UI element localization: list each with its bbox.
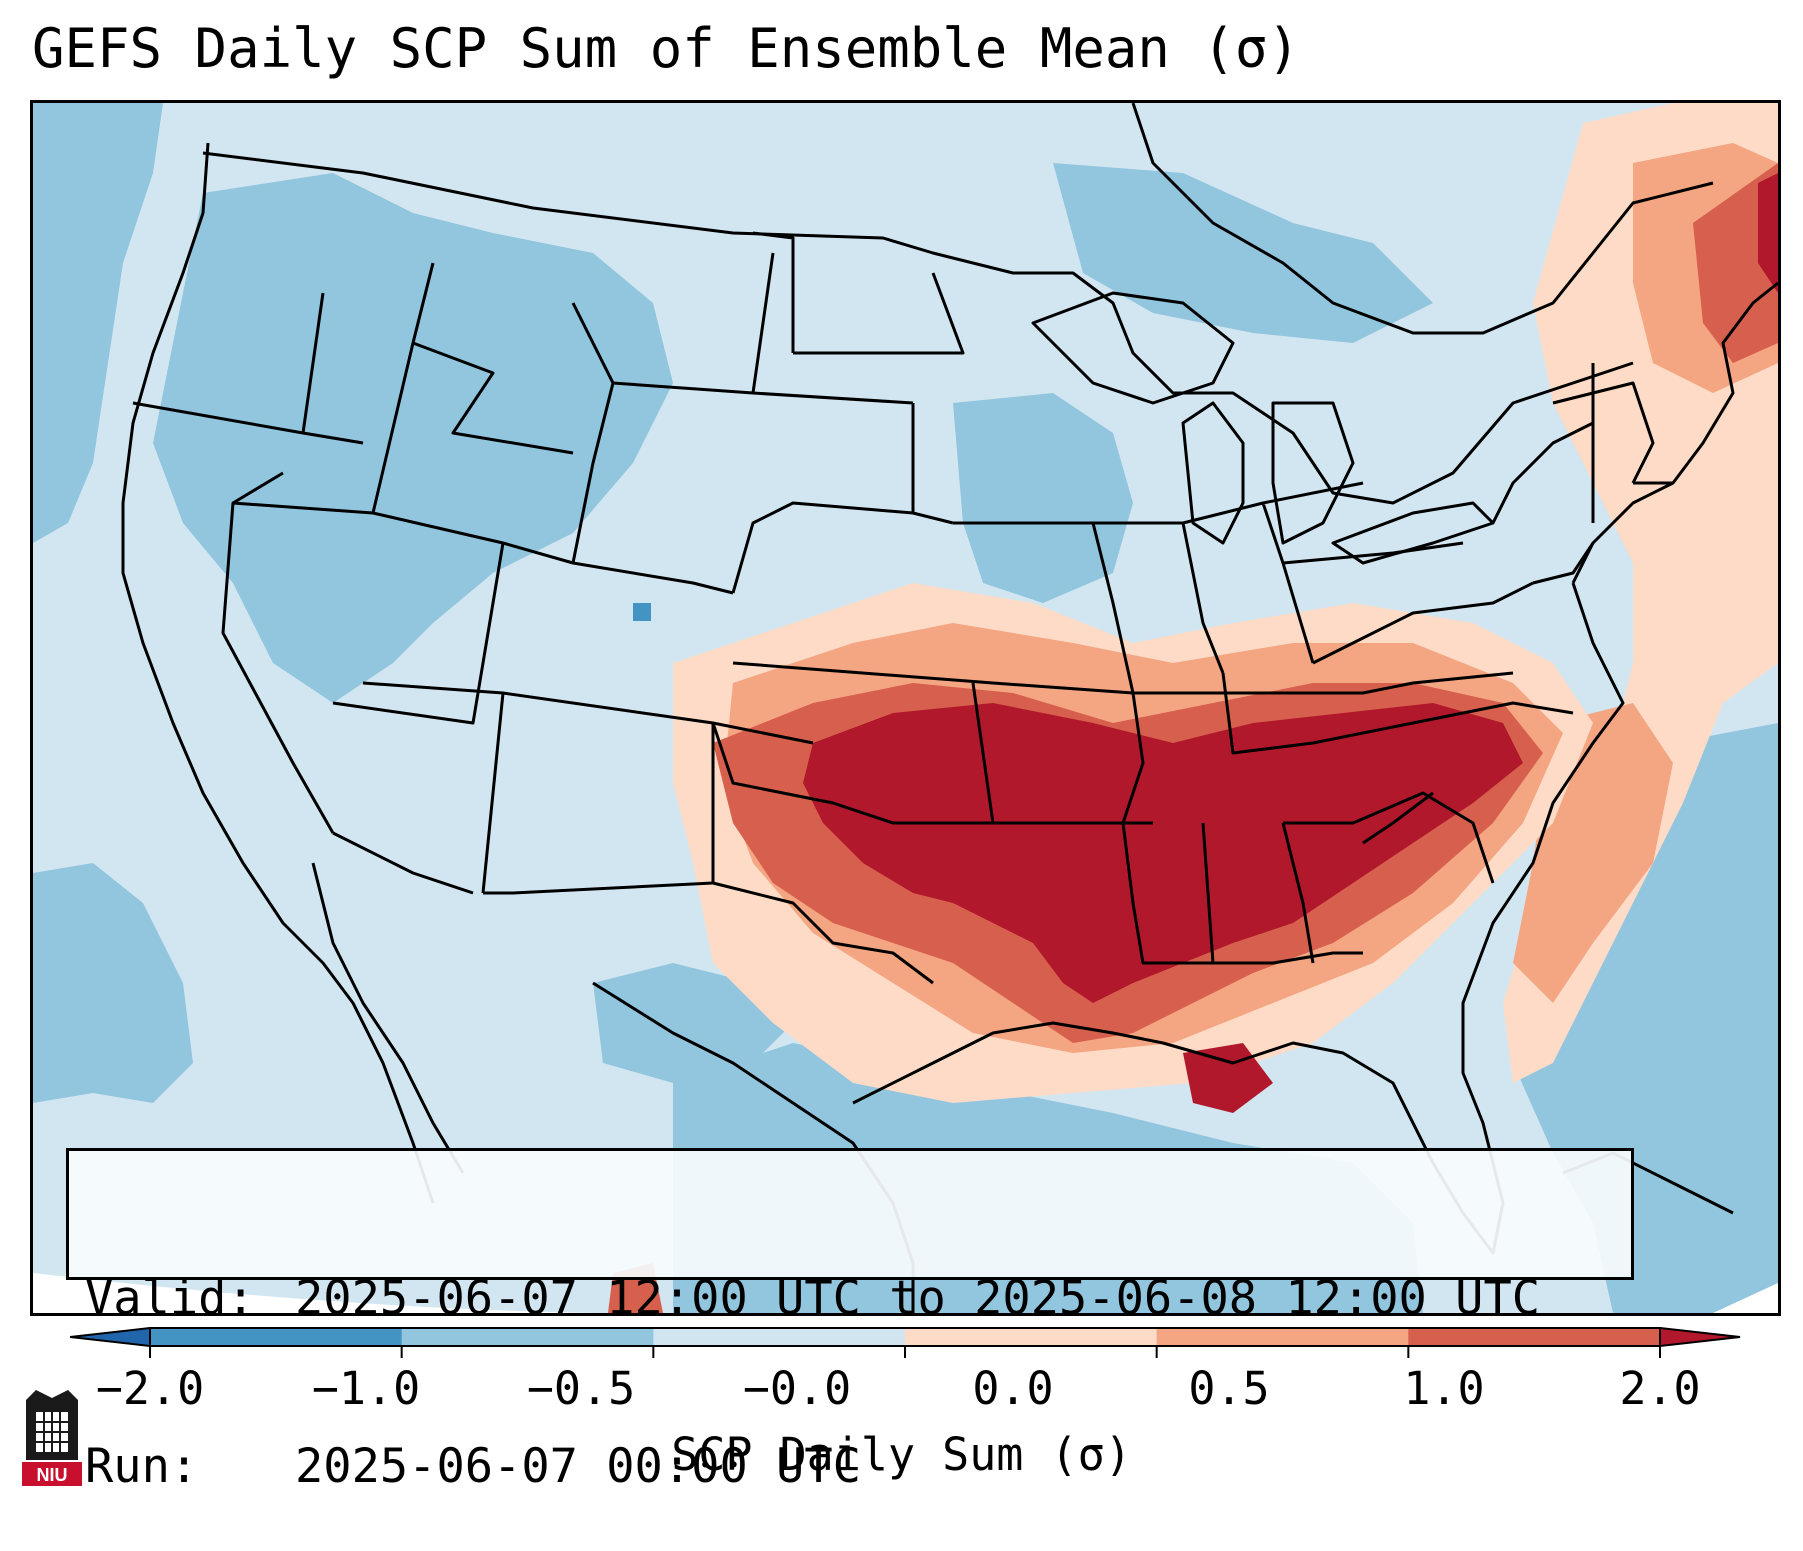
- valid-line: Valid: 2025-06-07 12:00 UTC to 2025-06-08…: [85, 1271, 1615, 1327]
- colorbar-extend-high: [1660, 1328, 1740, 1346]
- colorbar-segments: [150, 1328, 1661, 1346]
- colorbar-segment: [1408, 1328, 1661, 1346]
- colorbar-tick: −0.0: [742, 1362, 852, 1415]
- colorbar-tick: 1.0: [1403, 1362, 1485, 1415]
- chart-title: GEFS Daily SCP Sum of Ensemble Mean (σ): [32, 17, 1300, 80]
- quebec-peak: [1758, 173, 1778, 293]
- state-lines-northeast: [1491, 363, 1673, 585]
- colorbar-segment: [401, 1328, 654, 1346]
- colorbar-tick: 0.0: [972, 1362, 1054, 1415]
- us-west-coast: [121, 142, 435, 1204]
- state-lines-plains: [612, 231, 1153, 985]
- logo-text: NIU: [37, 1465, 68, 1485]
- projection-edge-right: [1713, 1283, 1778, 1313]
- colorbar-tick: 0.5: [1188, 1362, 1270, 1415]
- colorbar-arrow-left: [70, 1327, 151, 1347]
- louisiana-core: [1183, 1043, 1273, 1113]
- state-lines-south: [1121, 671, 1514, 965]
- projection-edge: [33, 1273, 593, 1313]
- great-lakes-mid: [1181, 401, 1245, 545]
- state-lines-midwest: [953, 481, 1574, 755]
- logo-grid-icon: [36, 1412, 68, 1452]
- valid-label: Valid:: [85, 1271, 255, 1326]
- colorbar-tick: 2.0: [1619, 1362, 1701, 1415]
- quebec-high: [1693, 163, 1778, 363]
- colorbar-arrow-right: [1659, 1327, 1741, 1347]
- state-lines-west: [132, 262, 814, 895]
- upper-midwest-low-anomaly: [953, 393, 1133, 603]
- very-high-core: [803, 703, 1523, 1003]
- east-coast: [1571, 281, 1778, 584]
- map-svg: [33, 103, 1778, 1313]
- run-line: Run: 2025-06-07 00:00 UTC: [85, 1439, 1615, 1495]
- colorbar-tickmarks: [149, 1346, 1661, 1358]
- colorbar-segment: [1156, 1328, 1409, 1346]
- run-value: 2025-06-07 00:00 UTC: [295, 1439, 861, 1494]
- colorbar: [70, 1327, 1741, 1358]
- northwest-low-anomaly: [153, 173, 673, 703]
- colorbar-segment: [150, 1328, 403, 1346]
- baja-coast: [311, 862, 465, 1174]
- great-lakes-east: [1271, 401, 1355, 545]
- colorbar-label: SCP Daily Sum (σ): [671, 1428, 1132, 1481]
- pacific-low-anomaly: [33, 103, 163, 543]
- logo-banner: [22, 1462, 82, 1486]
- colorbar-segment: [653, 1328, 906, 1346]
- pacific-low-anomaly-south: [33, 863, 193, 1103]
- valid-value: 2025-06-07 12:00 UTC to 2025-06-08 12:00…: [295, 1271, 1541, 1326]
- colorado-pixel: [633, 603, 651, 621]
- valid-info-box: Valid: 2025-06-07 12:00 UTC to 2025-06-08…: [66, 1148, 1634, 1494]
- colorbar-segment: [905, 1328, 1158, 1346]
- colorbar-tick: −0.5: [526, 1362, 636, 1415]
- colorbar-extend-low: [70, 1328, 150, 1346]
- canada-border: [202, 151, 1634, 505]
- niu-logo: NIU: [22, 1390, 82, 1486]
- map-panel: [30, 100, 1781, 1316]
- great-lakes-west: [1031, 291, 1235, 405]
- run-label: Run:: [85, 1439, 199, 1494]
- colorbar-tick: −2.0: [95, 1362, 205, 1415]
- colorbar-tick: −1.0: [311, 1362, 421, 1415]
- canada-south-arc: [1131, 103, 1714, 335]
